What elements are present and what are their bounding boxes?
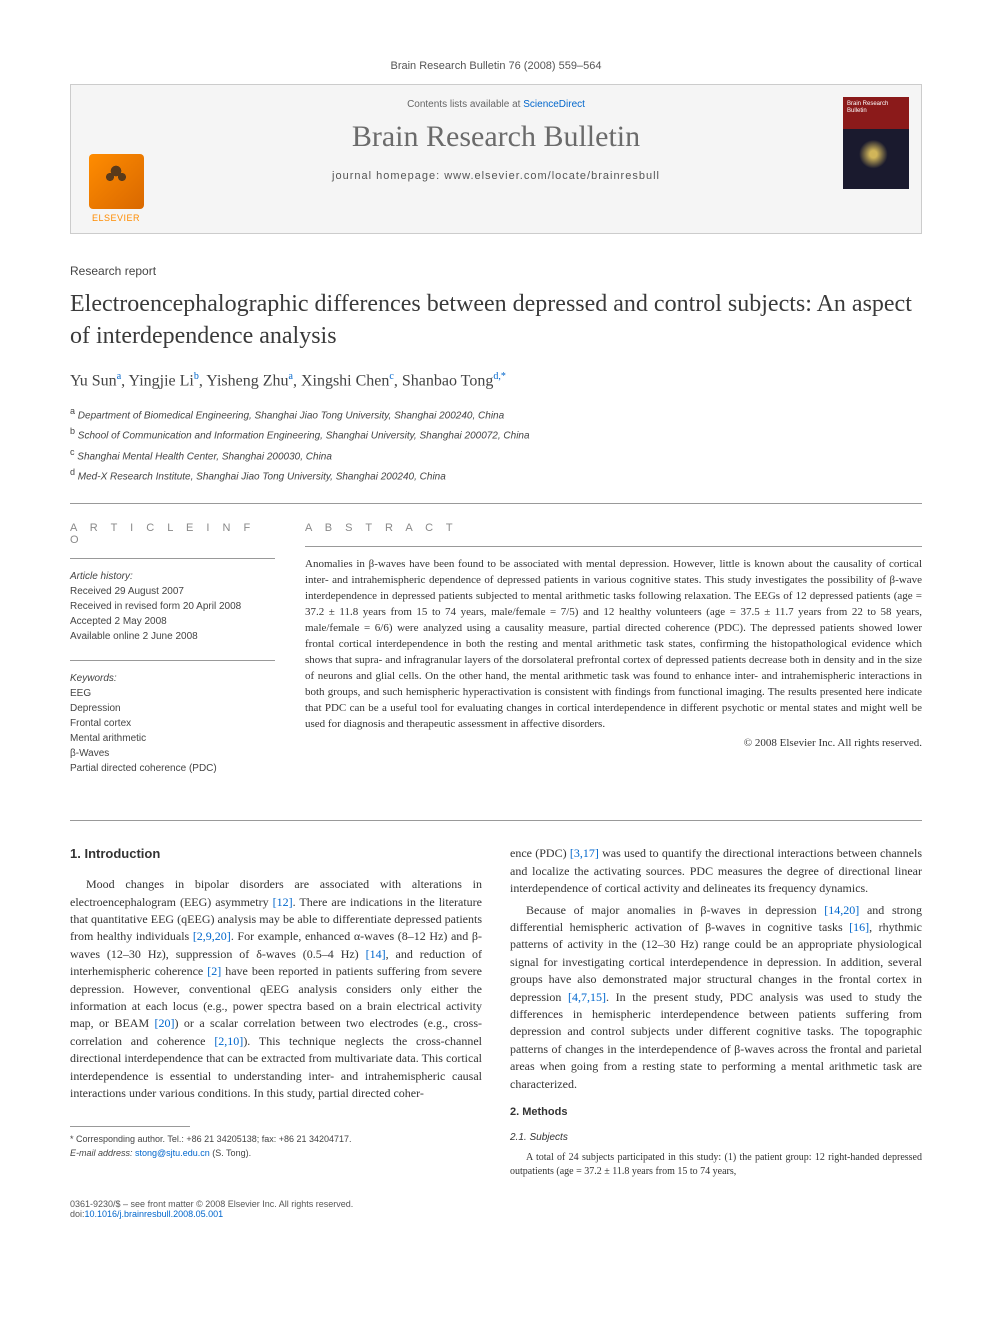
article-history-block: Article history: Received 29 August 2007…: [70, 569, 275, 644]
homepage-url: www.elsevier.com/locate/brainresbull: [444, 170, 660, 182]
doi-link[interactable]: 10.1016/j.brainresbull.2008.05.001: [85, 1209, 224, 1219]
doi-line: doi:10.1016/j.brainresbull.2008.05.001: [70, 1209, 353, 1219]
page-footer: 0361-9230/$ – see front matter © 2008 El…: [70, 1199, 922, 1219]
keyword-line: EEG: [70, 686, 275, 701]
abstract-column: A B S T R A C T Anomalies in β-waves hav…: [305, 522, 922, 792]
footer-left: 0361-9230/$ – see front matter © 2008 El…: [70, 1199, 353, 1219]
keywords-block: Keywords: EEGDepressionFrontal cortexMen…: [70, 671, 275, 776]
email-label: E-mail address:: [70, 1148, 135, 1158]
running-head: Brain Research Bulletin 76 (2008) 559–56…: [70, 60, 922, 72]
footnote-separator: [70, 1126, 190, 1127]
history-line: Accepted 2 May 2008: [70, 614, 275, 629]
article-title: Electroencephalographic differences betw…: [70, 288, 922, 353]
email-suffix: (S. Tong).: [210, 1148, 251, 1158]
elsevier-tree-icon: [89, 154, 144, 209]
page-container: Brain Research Bulletin 76 (2008) 559–56…: [0, 0, 992, 1259]
article-type: Research report: [70, 264, 922, 278]
affiliation-line: a Department of Biomedical Engineering, …: [70, 404, 922, 424]
elsevier-logo: ELSEVIER: [71, 85, 161, 233]
authors-line: Yu Suna, Yingjie Lib, Yisheng Zhua, Xing…: [70, 371, 922, 390]
affiliations-block: a Department of Biomedical Engineering, …: [70, 404, 922, 485]
history-label: Article history:: [70, 569, 275, 584]
journal-header-box: ELSEVIER Contents lists available at Sci…: [70, 84, 922, 234]
keyword-line: Frontal cortex: [70, 716, 275, 731]
abstract-header: A B S T R A C T: [305, 522, 922, 534]
email-link[interactable]: stong@sjtu.edu.cn: [135, 1148, 210, 1158]
header-center: Contents lists available at ScienceDirec…: [161, 85, 831, 233]
keyword-line: Mental arithmetic: [70, 731, 275, 746]
journal-name: Brain Research Bulletin: [171, 120, 821, 154]
abstract-copyright: © 2008 Elsevier Inc. All rights reserved…: [305, 737, 922, 749]
contents-prefix: Contents lists available at: [407, 99, 523, 110]
intro-heading: 1. Introduction: [70, 845, 482, 864]
subjects-paragraph-1: A total of 24 subjects participated in t…: [510, 1151, 922, 1179]
affiliation-line: c Shanghai Mental Health Center, Shangha…: [70, 445, 922, 465]
methods-heading: 2. Methods: [510, 1105, 922, 1121]
keyword-line: Partial directed coherence (PDC): [70, 761, 275, 776]
article-info-header: A R T I C L E I N F O: [70, 522, 275, 546]
abstract-text: Anomalies in β-waves have been found to …: [305, 557, 922, 732]
intro-paragraph-1-cont: ence (PDC) [3,17] was used to quantify t…: [510, 845, 922, 897]
email-line: E-mail address: stong@sjtu.edu.cn (S. To…: [70, 1147, 482, 1161]
affiliation-line: d Med-X Research Institute, Shanghai Jia…: [70, 465, 922, 485]
section-divider: [70, 820, 922, 821]
cover-title-text: Brain Research Bulletin: [847, 101, 905, 114]
right-column: ence (PDC) [3,17] was used to quantify t…: [510, 845, 922, 1183]
info-abstract-row: A R T I C L E I N F O Article history: R…: [70, 503, 922, 792]
cover-thumbnail: Brain Research Bulletin: [831, 85, 921, 233]
cover-image: Brain Research Bulletin: [843, 97, 909, 189]
intro-paragraph-1: Mood changes in bipolar disorders are as…: [70, 876, 482, 1102]
intro-paragraph-2: Because of major anomalies in β-waves in…: [510, 902, 922, 1093]
homepage-prefix: journal homepage:: [332, 170, 444, 182]
contents-available-line: Contents lists available at ScienceDirec…: [171, 99, 821, 110]
sciencedirect-link[interactable]: ScienceDirect: [523, 99, 585, 110]
article-info-column: A R T I C L E I N F O Article history: R…: [70, 522, 275, 792]
keyword-line: Depression: [70, 701, 275, 716]
left-column: 1. Introduction Mood changes in bipolar …: [70, 845, 482, 1183]
keywords-label: Keywords:: [70, 671, 275, 686]
corresponding-author-footnote: * Corresponding author. Tel.: +86 21 342…: [70, 1133, 482, 1160]
history-line: Received 29 August 2007: [70, 584, 275, 599]
corr-author-line: * Corresponding author. Tel.: +86 21 342…: [70, 1133, 482, 1147]
history-line: Received in revised form 20 April 2008: [70, 599, 275, 614]
subjects-heading: 2.1. Subjects: [510, 1131, 922, 1146]
elsevier-wordmark: ELSEVIER: [92, 213, 140, 223]
keyword-line: β-Waves: [70, 746, 275, 761]
affiliation-line: b School of Communication and Informatio…: [70, 424, 922, 444]
history-line: Available online 2 June 2008: [70, 629, 275, 644]
front-matter-line: 0361-9230/$ – see front matter © 2008 El…: [70, 1199, 353, 1209]
homepage-line: journal homepage: www.elsevier.com/locat…: [171, 170, 821, 182]
body-columns: 1. Introduction Mood changes in bipolar …: [70, 845, 922, 1183]
